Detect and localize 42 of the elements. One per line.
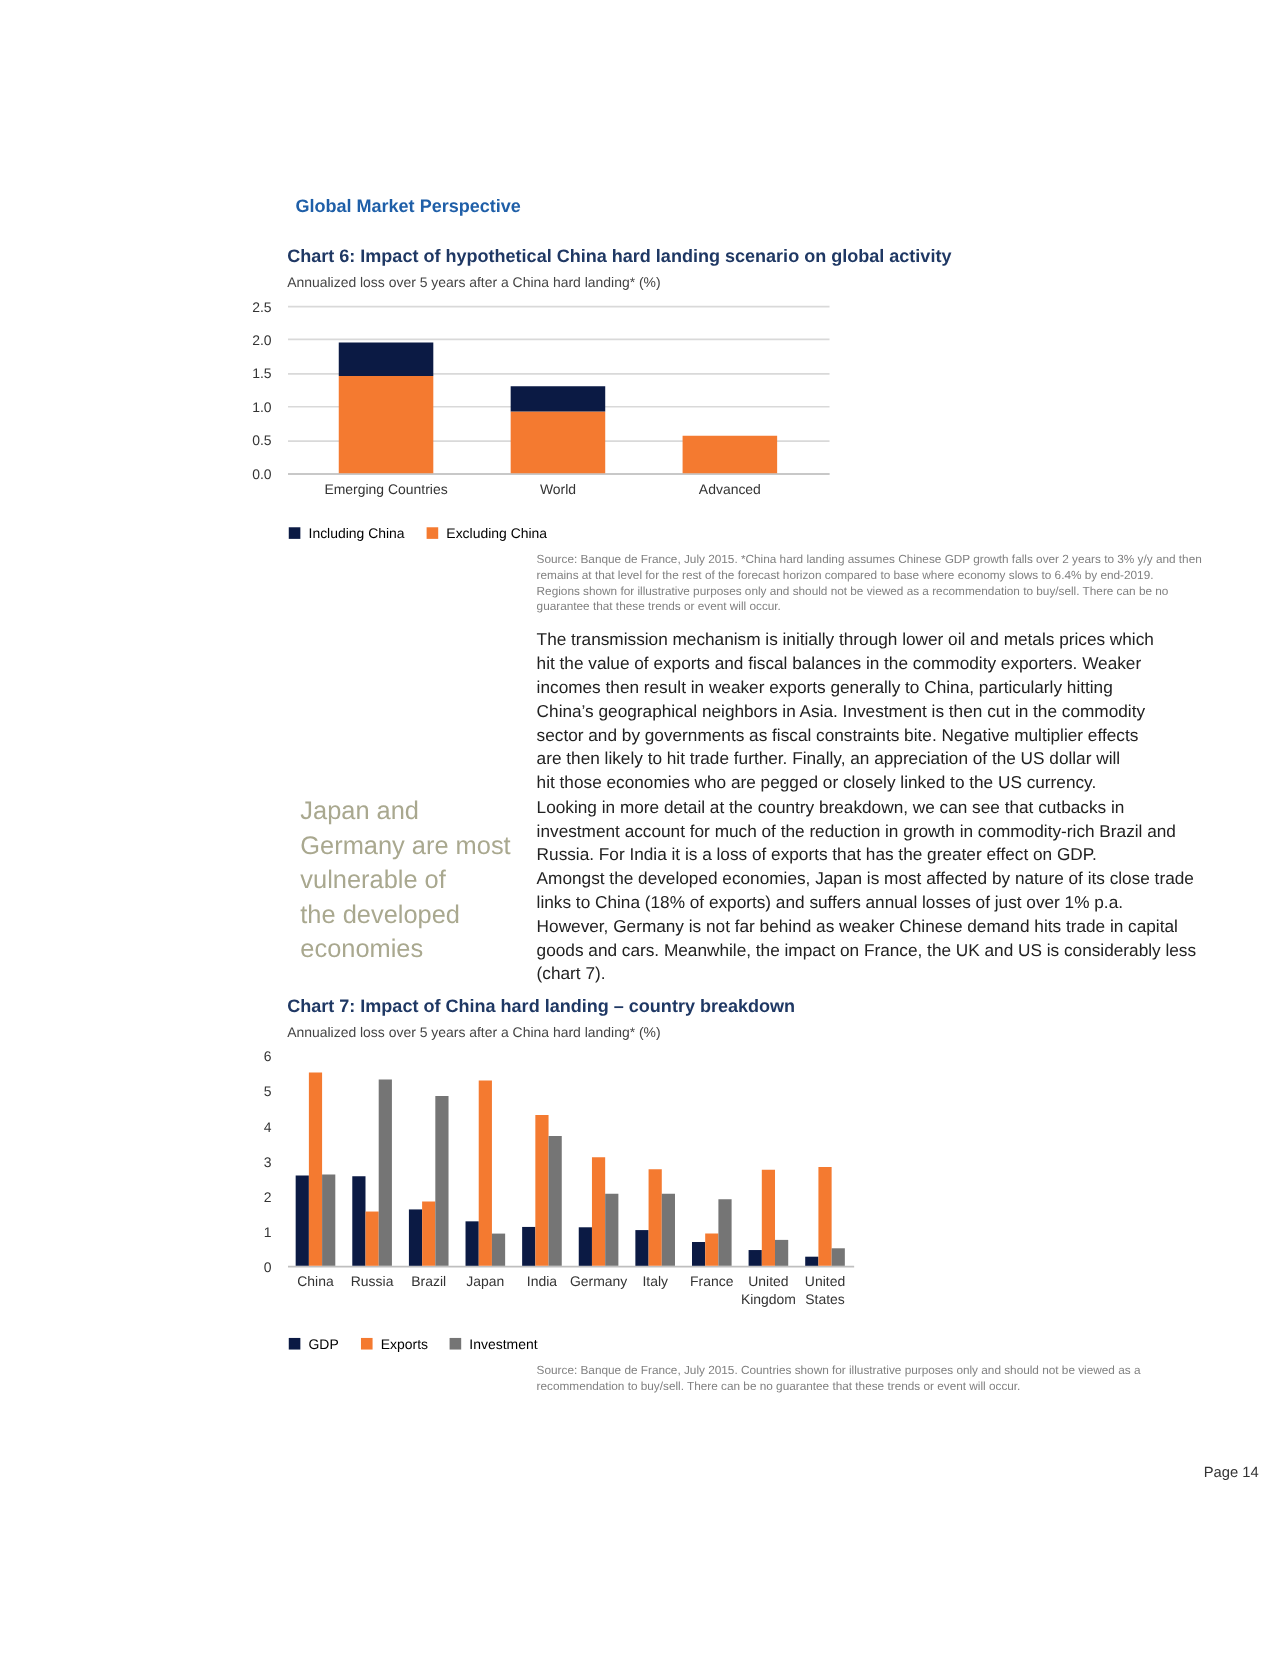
bar: [365, 1211, 379, 1266]
bar: [591, 1157, 606, 1266]
bar: [408, 1209, 423, 1266]
bar: [661, 1193, 675, 1266]
bar: [510, 411, 606, 474]
text: Page 14: [1203, 1463, 1259, 1482]
bar: [322, 1174, 336, 1266]
bar: [682, 435, 778, 474]
bar: [748, 1250, 762, 1266]
bar: [465, 1221, 479, 1266]
bar: [831, 1248, 845, 1266]
bar: [295, 1175, 309, 1266]
bar: [308, 1072, 323, 1266]
bar: [491, 1233, 506, 1266]
bar: [548, 1135, 562, 1266]
bar: [605, 1193, 619, 1266]
bar: [578, 1227, 592, 1266]
bar: [535, 1114, 549, 1266]
bar: [352, 1176, 366, 1266]
bar: [422, 1201, 436, 1266]
bar: [478, 1080, 492, 1266]
bar: [510, 386, 606, 412]
text: Global Market Perspective: [295, 196, 521, 217]
bar: [648, 1169, 662, 1266]
bar: [705, 1233, 719, 1266]
chart-title: Chart 6: Impact of hypothetical China hard landing scenario on global activity: [287, 246, 952, 267]
bar: [522, 1226, 536, 1266]
bar: [338, 376, 434, 474]
bar: [805, 1256, 819, 1266]
bar: [818, 1167, 832, 1266]
bar: [435, 1096, 449, 1266]
bar: [378, 1079, 392, 1266]
text: Looking in more detail at the country breakdown, we can see that cutbacks in investment account for much of the reduction in growth in commodity-rich Brazil and Russia. For India it is a loss of exports that has the greater effect on GDP. Amongst the developed economies, Japan is most affected by nature of its close trade links to China (18% of exports) and suffers annual losses of just over 1% p.a. However, Germany is not far behind as weaker Chinese demand hits trade in capital goods and cars. Meanwhile, the impact on France, the UK and US is considerably less (chart 7).: [536, 796, 1197, 984]
bar: [761, 1169, 776, 1266]
bar: [635, 1230, 649, 1266]
text: Japan and Germany are most vulnerable of the developed economies: [300, 795, 512, 964]
bar: [775, 1239, 789, 1266]
bar: [718, 1199, 732, 1266]
chart-title: Chart 7: Impact of China hard landing – country breakdown: [287, 996, 796, 1017]
text: The transmission mechanism is initially through lower oil and metals prices which hit the value of exports and fiscal balances in the commodity exporters. Weaker incomes then result in weaker exports generally to China, particularly hitting China’s geographical neighbors in Asia. Investment is then cut in the commodity sector and by governments as fiscal constraints bite. Negative multiplier effects are then likely to hit trade further. Finally, an appreciation of the US dollar will hit those economies who are pegged or closely linked to the US currency.: [536, 629, 1155, 793]
bar: [338, 342, 434, 377]
bar: [691, 1241, 706, 1266]
